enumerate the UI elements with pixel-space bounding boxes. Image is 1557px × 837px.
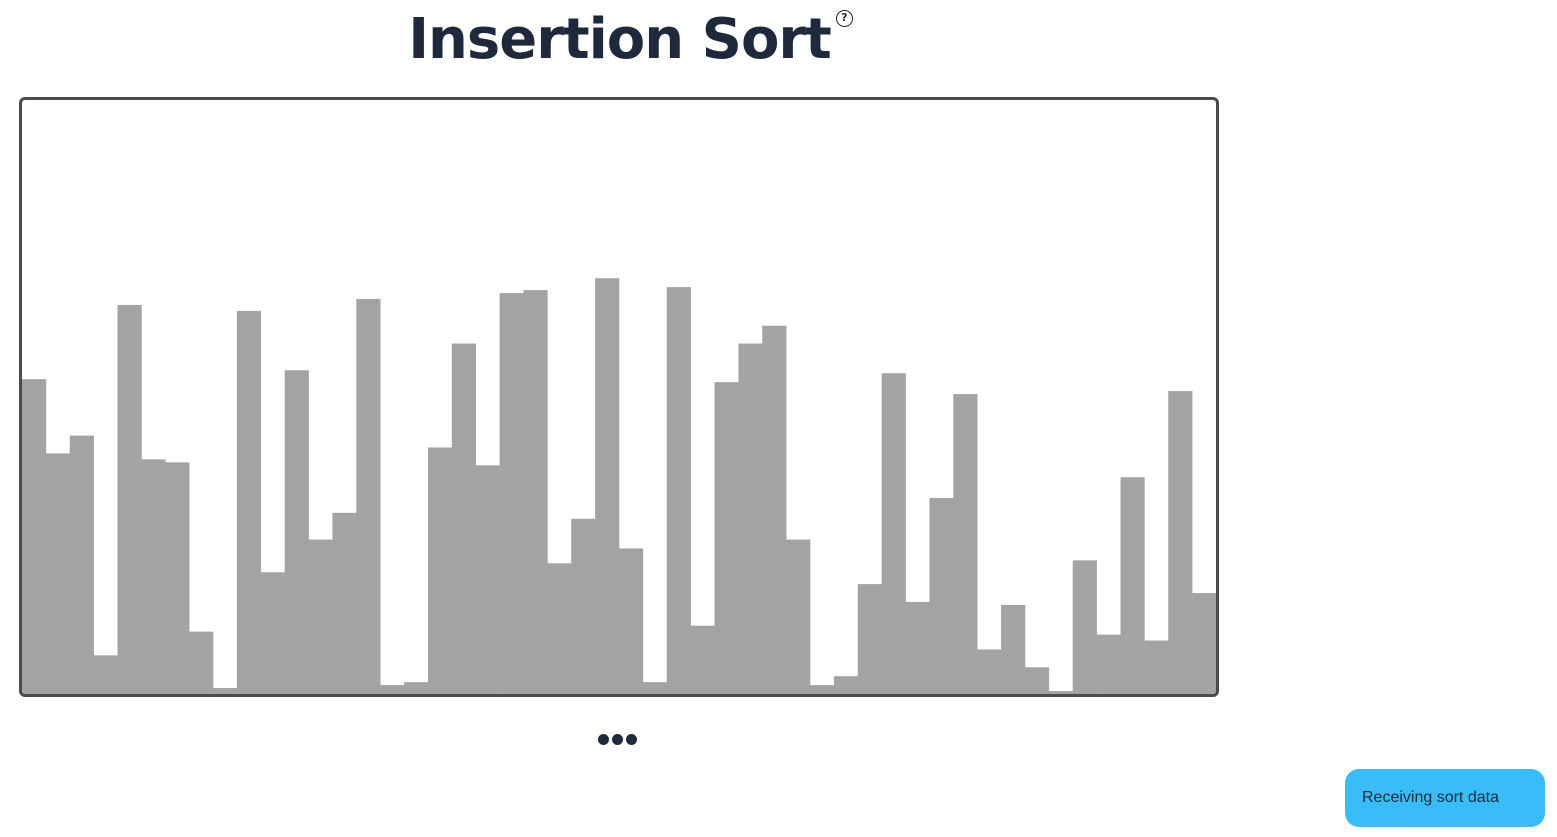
bar-43 <box>1048 691 1074 694</box>
bar-48 <box>1168 391 1193 694</box>
bar-37 <box>905 601 930 694</box>
bar-40 <box>977 649 1002 694</box>
ellipsis-dot <box>598 734 609 745</box>
bar-47 <box>1144 640 1169 694</box>
bar-23 <box>571 518 596 694</box>
bars-svg <box>22 278 1216 694</box>
bar-27 <box>666 287 691 694</box>
bar-29 <box>714 382 739 694</box>
bar-33 <box>810 685 835 694</box>
bar-31 <box>762 325 787 694</box>
bar-6 <box>165 462 190 694</box>
header: Insertion Sort ? <box>20 4 1219 76</box>
page-title-text: Insertion Sort <box>408 7 832 72</box>
bar-38 <box>929 497 954 694</box>
bar-9 <box>236 310 262 694</box>
bar-42 <box>1024 667 1050 694</box>
bar-11 <box>284 370 309 694</box>
page-title: Insertion Sort ? <box>408 4 853 76</box>
bar-15 <box>380 685 405 694</box>
ellipsis-icon[interactable] <box>598 734 637 748</box>
bar-18 <box>451 343 477 694</box>
bar-5 <box>141 459 166 694</box>
bar-45 <box>1096 634 1121 694</box>
bar-16 <box>404 682 429 694</box>
bar-4 <box>117 304 142 694</box>
question-circle-icon[interactable]: ? <box>835 10 853 27</box>
ellipsis-dot <box>612 734 623 745</box>
bar-10 <box>260 572 285 694</box>
ellipsis-dot <box>626 734 637 745</box>
bar-28 <box>690 625 715 694</box>
bar-21 <box>523 290 548 694</box>
bar-44 <box>1072 560 1097 694</box>
bar-35 <box>857 584 882 694</box>
bar-7 <box>189 631 214 694</box>
bar-13 <box>332 512 357 694</box>
toast-message: Receiving sort data <box>1362 789 1499 806</box>
bar-1 <box>45 453 71 694</box>
bar-39 <box>953 394 978 694</box>
bar-25 <box>619 548 644 694</box>
bar-46 <box>1120 477 1145 694</box>
bar-34 <box>833 676 859 694</box>
bar-3 <box>93 655 118 694</box>
bar-41 <box>1001 604 1026 694</box>
bar-30 <box>738 343 763 694</box>
bar-49 <box>1192 593 1216 694</box>
bar-19 <box>475 465 500 694</box>
bar-32 <box>786 539 811 694</box>
bar-8 <box>213 688 238 694</box>
bar-24 <box>595 278 620 694</box>
bar-2 <box>69 435 94 694</box>
bar-14 <box>356 298 381 694</box>
sort-visualization-chart <box>19 97 1219 697</box>
bar-17 <box>427 447 453 694</box>
bar-20 <box>499 293 524 694</box>
bar-22 <box>547 563 572 694</box>
bar-12 <box>308 539 333 694</box>
status-toast: Receiving sort data <box>1345 769 1545 827</box>
bar-0 <box>22 379 47 694</box>
bar-26 <box>642 682 668 694</box>
bar-36 <box>881 373 906 694</box>
